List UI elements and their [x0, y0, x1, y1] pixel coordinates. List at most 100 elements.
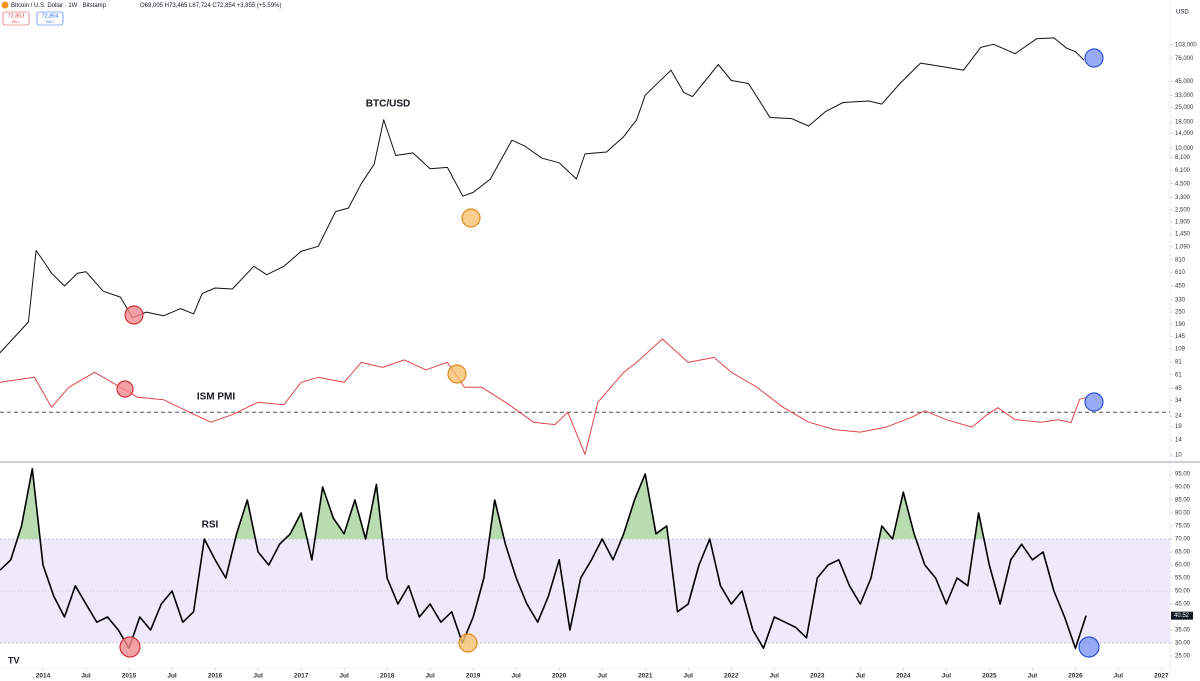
y-tick-label: 81: [1175, 360, 1182, 366]
y-tick-label: 109: [1175, 347, 1186, 353]
y-tick-label: 190: [1175, 322, 1186, 328]
y-tick-label: 14: [1175, 438, 1182, 444]
sell-button[interactable]: [2, 11, 30, 26]
annotation: ISM PMI: [197, 392, 236, 403]
x-tick-label: 2026: [1068, 673, 1083, 680]
sell-price: 72,853: [8, 13, 25, 19]
y-tick-label: 810: [1175, 257, 1186, 263]
x-tick-label: Jul: [1028, 673, 1038, 680]
x-tick-label: 2021: [638, 673, 653, 680]
last-value-box: [1171, 611, 1193, 620]
y-tick-label: 450: [1175, 284, 1186, 290]
x-tick-label: 2014: [36, 673, 51, 680]
y-tick-label: 10: [1175, 453, 1182, 459]
y-tick-label: 80.00: [1175, 511, 1191, 517]
y-tick-label: 35.00: [1175, 628, 1191, 634]
y-tick-label: 60.00: [1175, 563, 1191, 569]
y-tick-label: 145: [1175, 334, 1186, 340]
x-tick-label: 2017: [294, 673, 309, 680]
x-tick-label: Jul: [339, 673, 349, 680]
currency: USD: [1176, 10, 1189, 16]
y-tick-label: 50.00: [1175, 589, 1191, 595]
y-tick-label: 3,300: [1175, 195, 1191, 201]
x-tick-label: Jul: [81, 673, 91, 680]
ohlc[interactable]: O69,005 H73,465 L67,724 C72,854 +3,855 (…: [140, 3, 281, 9]
last-value-label: 40.52: [1174, 613, 1190, 619]
y-tick-label: 103,000: [1175, 42, 1197, 48]
x-tick-label: Jul: [770, 673, 780, 680]
buy-button[interactable]: [36, 11, 64, 26]
highlight-circle: [447, 364, 467, 384]
y-tick-label: 4,500: [1175, 181, 1191, 187]
y-tick-label: 34: [1175, 398, 1182, 404]
sell-label: SELL: [12, 20, 21, 24]
x-tick-label: Jul: [167, 673, 177, 680]
x-tick-label: Jul: [425, 673, 435, 680]
y-tick-label: 19: [1175, 424, 1182, 430]
highlight-circle: [1084, 392, 1104, 412]
y-tick-label: 610: [1175, 270, 1186, 276]
y-tick-label: 1,450: [1175, 232, 1191, 238]
x-tick-label: 2024: [896, 673, 911, 680]
x-tick-label: Jul: [511, 673, 521, 680]
y-tick-label: 8,100: [1175, 155, 1191, 161]
highlight-circles: [116, 48, 1104, 658]
y-tick-label: 76,000: [1175, 56, 1194, 62]
y-tick-label: 14,000: [1175, 131, 1194, 137]
x-tick-label: Jul: [942, 673, 952, 680]
coin-icon: [1, 1, 9, 9]
y-tick-label: 61: [1175, 372, 1182, 378]
annotation: BTC/USD: [366, 99, 410, 110]
x-tick-label: Jul: [1114, 673, 1124, 680]
y-tick-label: 85.00: [1175, 498, 1191, 504]
x-tick-label: Jul: [253, 673, 263, 680]
x-tick-label: 2016: [208, 673, 223, 680]
y-tick-label: 45.00: [1175, 602, 1191, 608]
highlight-circle: [1078, 636, 1100, 658]
highlight-circle: [124, 305, 144, 325]
x-tick-label: 2019: [466, 673, 481, 680]
series-line: [0, 468, 1087, 649]
x-tick-label: Jul: [856, 673, 866, 680]
x-tick-label: 2022: [724, 673, 739, 680]
x-tick-label: 2018: [380, 673, 395, 680]
y-tick-label: 25,000: [1175, 105, 1194, 111]
logo: TV: [8, 655, 20, 665]
y-tick-label: 55.00: [1175, 576, 1191, 582]
y-tick-label: 90.00: [1175, 485, 1191, 491]
x-tick-label: Jul: [598, 673, 608, 680]
symbol: Bitcoin / U.S. Dollar · 1W · Bitstamp: [11, 3, 107, 9]
overbought-fill: [0, 468, 1087, 539]
y-tick-label: 33,000: [1175, 93, 1194, 99]
x-tick-label: 2023: [810, 673, 825, 680]
y-tick-label: 70.00: [1175, 537, 1191, 543]
y-tick-label: 95.00: [1175, 472, 1191, 478]
y-tick-label: 24: [1175, 414, 1182, 420]
y-tick-label: 45: [1175, 386, 1182, 392]
x-tick-label: 2015: [122, 673, 137, 680]
y-tick-label: 75.00: [1175, 524, 1191, 530]
highlight-circle: [461, 208, 481, 228]
y-tick-label: 30.00: [1175, 641, 1191, 647]
highlight-circle: [1084, 48, 1104, 68]
series-line: [0, 37, 1085, 354]
highlight-circle: [458, 633, 478, 653]
x-tick-label: Jul: [684, 673, 694, 680]
buy-price: 72,854: [42, 13, 59, 19]
x-tick-label: 2027: [1154, 673, 1169, 680]
y-tick-label: 2,500: [1175, 207, 1191, 213]
series-line: [0, 338, 1089, 455]
y-tick-label: 1,090: [1175, 244, 1191, 250]
y-tick-label: 65.00: [1175, 550, 1191, 556]
highlight-circle: [116, 380, 134, 398]
annotation: RSI: [202, 520, 219, 531]
y-tick-label: 6,100: [1175, 168, 1191, 174]
buy-label: BUY: [46, 20, 54, 24]
highlight-circle: [119, 636, 141, 658]
y-tick-label: 18,000: [1175, 120, 1194, 126]
y-tick-label: 10,000: [1175, 146, 1194, 152]
x-tick-label: 2025: [982, 673, 997, 680]
y-tick-label: 330: [1175, 297, 1186, 303]
x-tick-label: 2020: [552, 673, 567, 680]
